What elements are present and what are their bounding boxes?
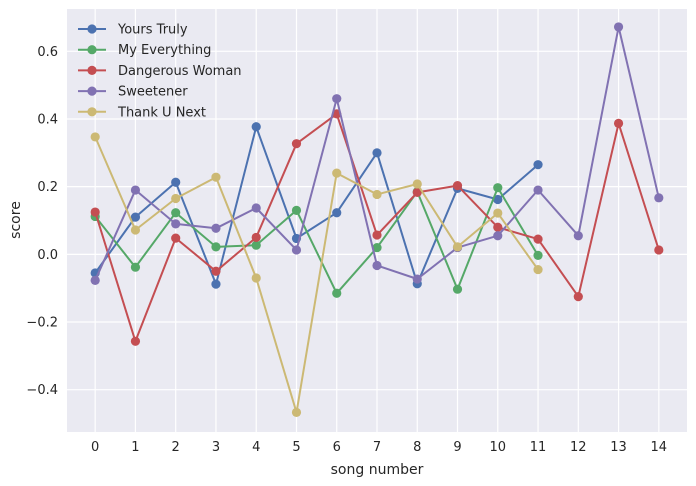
x-tick-label: 9: [453, 440, 461, 455]
data-point: [533, 185, 542, 194]
x-tick-labels: 0 1 2 3 4 5 6 7 8 9 10 11 12 13 14: [91, 440, 667, 455]
legend-label: Dangerous Woman: [118, 64, 242, 79]
legend-marker: [87, 24, 96, 33]
data-point: [574, 292, 583, 301]
data-point: [252, 273, 261, 282]
legend-label: Yours Truly: [117, 23, 188, 38]
data-point: [171, 178, 180, 187]
legend-marker: [87, 66, 96, 75]
x-tick-label: 3: [212, 440, 220, 455]
data-point: [91, 207, 100, 216]
y-tick-label: −0.2: [26, 316, 58, 331]
data-point: [292, 408, 301, 417]
data-point: [292, 139, 301, 148]
data-point: [252, 233, 261, 242]
y-tick-label: −0.4: [26, 383, 58, 398]
data-point: [131, 225, 140, 234]
x-tick-label: 4: [252, 440, 260, 455]
y-axis-label: score: [8, 201, 24, 239]
data-point: [493, 208, 502, 217]
data-point: [372, 261, 381, 270]
legend-marker: [87, 45, 96, 54]
y-tick-label: 0.6: [37, 45, 58, 60]
data-point: [171, 219, 180, 228]
data-point: [211, 224, 220, 233]
data-point: [372, 190, 381, 199]
data-point: [332, 169, 341, 178]
x-tick-label: 7: [373, 440, 381, 455]
data-point: [453, 181, 462, 190]
data-point: [533, 235, 542, 244]
data-point: [252, 122, 261, 131]
data-point: [614, 119, 623, 128]
data-point: [292, 245, 301, 254]
x-tick-label: 11: [530, 440, 547, 455]
x-tick-label: 0: [91, 440, 99, 455]
y-tick-label: 0.2: [37, 180, 58, 195]
data-point: [372, 230, 381, 239]
y-tick-label: 0.0: [37, 248, 58, 263]
legend-label: Sweetener: [118, 85, 188, 100]
data-point: [372, 148, 381, 157]
data-point: [171, 194, 180, 203]
data-point: [131, 185, 140, 194]
data-point: [574, 231, 583, 240]
y-tick-labels: −0.4 −0.2 0.0 0.2 0.4 0.6: [26, 45, 58, 398]
x-axis-label: song number: [331, 462, 424, 478]
data-point: [91, 132, 100, 141]
data-point: [171, 208, 180, 217]
data-point: [654, 193, 663, 202]
data-point: [292, 206, 301, 215]
data-point: [453, 285, 462, 294]
legend-marker: [87, 87, 96, 96]
data-point: [533, 251, 542, 260]
legend-label: Thank U Next: [117, 105, 206, 120]
data-point: [413, 274, 422, 283]
data-point: [614, 22, 623, 31]
data-point: [252, 203, 261, 212]
data-point: [91, 276, 100, 285]
data-point: [131, 263, 140, 272]
data-point: [533, 160, 542, 169]
data-point: [332, 289, 341, 298]
data-point: [211, 267, 220, 276]
data-point: [211, 242, 220, 251]
legend-marker: [87, 107, 96, 116]
data-point: [654, 245, 663, 254]
legend-label: My Everything: [118, 43, 211, 58]
data-point: [332, 208, 341, 217]
data-point: [211, 173, 220, 182]
data-point: [131, 337, 140, 346]
data-point: [413, 179, 422, 188]
x-tick-label: 1: [131, 440, 139, 455]
x-tick-label: 6: [333, 440, 341, 455]
x-tick-label: 2: [172, 440, 180, 455]
data-point: [211, 280, 220, 289]
data-point: [171, 233, 180, 242]
x-tick-label: 10: [490, 440, 507, 455]
x-tick-label: 12: [570, 440, 587, 455]
x-tick-label: 5: [292, 440, 300, 455]
data-point: [453, 242, 462, 251]
data-point: [493, 223, 502, 232]
data-point: [332, 94, 341, 103]
x-tick-label: 14: [651, 440, 668, 455]
x-tick-label: 13: [610, 440, 627, 455]
x-tick-label: 8: [413, 440, 421, 455]
data-point: [533, 265, 542, 274]
data-point: [493, 183, 502, 192]
data-point: [493, 231, 502, 240]
y-tick-label: 0.4: [37, 112, 58, 127]
